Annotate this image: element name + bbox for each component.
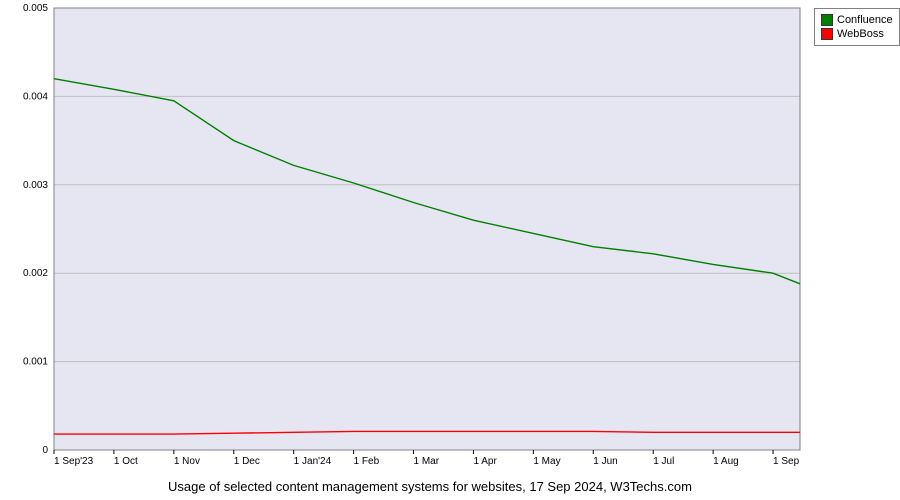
y-tick-label: 0.001: [23, 357, 48, 368]
y-tick-label: 0.003: [23, 180, 48, 191]
x-tick-label: 1 Oct: [114, 456, 138, 467]
x-tick-label: 1 Mar: [414, 456, 440, 467]
chart-container: 0 0.001 0.002 0.003 0.004 0.005 1 Sep'23 1 Oct 1…: [0, 0, 900, 500]
y-tick-label: 0.005: [23, 3, 48, 14]
legend-swatch: [821, 28, 833, 40]
legend-label: Confluence: [837, 13, 893, 27]
line-chart: 0 0.001 0.002 0.003 0.004 0.005 1 Sep'23 1 Oct 1…: [0, 0, 810, 470]
x-tick-label: 1 Aug: [713, 456, 739, 467]
x-tick-label: 1 Sep: [773, 456, 800, 467]
legend-label: WebBoss: [837, 27, 884, 41]
x-tick-label: 1 Nov: [174, 456, 200, 467]
legend-item: Confluence: [821, 13, 893, 27]
x-tick-label: 1 May: [533, 456, 560, 467]
x-tick-label: 1 Sep'23: [54, 456, 94, 467]
y-tick-label: 0.004: [23, 91, 48, 102]
legend-item: WebBoss: [821, 27, 893, 41]
x-tick-label: 1 Apr: [473, 456, 497, 467]
legend: ConfluenceWebBoss: [814, 8, 900, 46]
plot-area: [54, 8, 800, 450]
x-tick-label: 1 Jul: [653, 456, 674, 467]
x-tick-label: 1 Dec: [234, 456, 260, 467]
x-tick-label: 1 Jun: [593, 456, 617, 467]
y-tick-label: 0.002: [23, 268, 48, 279]
legend-swatch: [821, 14, 833, 26]
x-tick-label: 1 Feb: [354, 456, 380, 467]
x-tick-label: 1 Jan'24: [294, 456, 332, 467]
y-tick-label: 0: [42, 445, 48, 456]
chart-caption: Usage of selected content management sys…: [0, 479, 860, 494]
